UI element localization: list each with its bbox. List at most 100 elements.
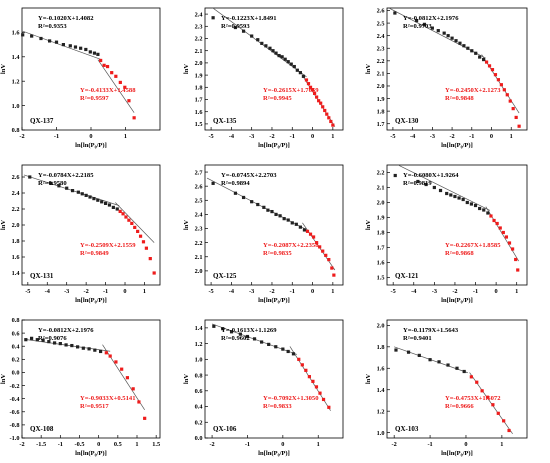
red-data-point — [321, 397, 326, 402]
x-tick-label: 0 — [464, 441, 467, 448]
black-data-point — [446, 34, 450, 38]
red-data-point — [315, 95, 319, 99]
black-data-point — [414, 18, 419, 23]
sample-label: QX-106 — [213, 425, 237, 433]
black-data-point — [422, 22, 427, 26]
black-fit-r2: R²=0.9602 — [221, 335, 250, 342]
black-data-point — [457, 196, 461, 200]
red-data-point — [310, 88, 315, 92]
x-axis-label: ln[ln(P₀/P)] — [258, 142, 290, 149]
x-tick-label: -2 — [392, 441, 397, 448]
red-data-point — [152, 271, 156, 275]
black-data-point — [436, 29, 440, 33]
red-fit-r2: R²=0.9945 — [263, 95, 292, 102]
sample-label: QX-131 — [30, 272, 54, 280]
red-fit-r2: R²=0.9835 — [263, 250, 292, 257]
x-tick-label: -5 — [391, 288, 396, 295]
sample-label: QX-108 — [30, 425, 54, 433]
x-tick-label: 1 — [143, 288, 146, 295]
red-data-point — [487, 64, 492, 68]
black-data-point — [41, 338, 45, 342]
y-tick-label: -1.0 — [10, 435, 20, 442]
black-data-point — [286, 60, 290, 64]
y-tick-label: 0.0 — [195, 435, 203, 442]
red-data-point — [120, 367, 124, 371]
y-tick-label: 2.2 — [12, 206, 20, 213]
red-data-point — [108, 354, 112, 358]
x-tick-label: 1 — [135, 441, 138, 448]
y-tick-label: 1.8 — [195, 85, 203, 92]
black-data-point — [294, 222, 298, 226]
red-data-point — [514, 115, 518, 120]
x-tick-label: 1.5 — [152, 441, 160, 448]
red-data-point — [307, 375, 311, 379]
red-data-point — [317, 99, 321, 103]
red-fit-r2: R²=0.9868 — [445, 250, 474, 257]
x-tick-label: -1 — [290, 133, 295, 140]
x-tick-label: 0 — [281, 441, 284, 448]
black-data-point — [291, 352, 296, 356]
black-fit-equation: Y=-0.1613X+1.1269 — [221, 327, 277, 334]
y-tick-label: 2.3 — [195, 226, 203, 233]
plot-frame — [204, 319, 344, 439]
black-data-point — [245, 334, 250, 339]
black-data-point — [76, 190, 80, 194]
red-data-point — [511, 107, 515, 111]
black-data-point — [301, 74, 306, 78]
x-tick-label: 1 — [331, 288, 334, 295]
red-data-point — [127, 218, 131, 222]
x-axis-label: ln[ln(P₀/P)] — [441, 142, 473, 149]
black-data-point — [84, 193, 88, 197]
black-data-point — [445, 191, 449, 196]
black-data-point — [24, 338, 28, 342]
red-data-point — [311, 379, 315, 383]
y-tick-label: 0.8 — [12, 127, 20, 134]
black-data-point — [88, 50, 92, 54]
black-data-point — [486, 211, 490, 215]
y-tick-label: 1.4 — [195, 325, 204, 332]
black-data-point — [298, 71, 302, 75]
red-data-point — [504, 235, 509, 239]
black-data-point — [39, 36, 43, 41]
black-data-point — [100, 200, 104, 204]
black-data-point — [111, 205, 115, 209]
red-data-point — [329, 119, 333, 124]
black-data-point — [233, 25, 238, 30]
y-tick-label: 2.6 — [195, 183, 203, 190]
black-data-point — [450, 36, 454, 40]
black-data-point — [81, 346, 85, 350]
black-data-point — [474, 51, 478, 55]
red-data-point — [118, 209, 122, 213]
black-data-point — [96, 198, 100, 202]
y-tick-label: 2.4 — [195, 212, 204, 219]
black-data-point — [453, 194, 457, 199]
sample-label: QX-137 — [30, 117, 54, 125]
red-fit-line — [97, 59, 135, 113]
y-tick-label: 2.4 — [12, 190, 21, 197]
y-tick-label: -0.8 — [10, 422, 20, 429]
x-tick-label: -5 — [208, 288, 213, 295]
black-data-point — [79, 46, 83, 50]
x-tick-label: -5 — [208, 133, 213, 140]
red-data-point — [148, 257, 152, 261]
red-data-point — [505, 93, 509, 97]
y-axis-label: lnV — [0, 374, 7, 384]
black-data-point — [229, 330, 234, 334]
black-data-point — [250, 34, 254, 38]
sample-label: QX-103 — [395, 425, 419, 433]
y-tick-label: 0.6 — [195, 388, 203, 395]
black-fit-equation: Y=-0.1223X+1.8491 — [221, 15, 277, 22]
y-tick-label: 1.2 — [195, 341, 203, 348]
y-tick-label: -0.4 — [10, 396, 21, 403]
red-data-point — [496, 78, 501, 82]
red-data-point — [136, 229, 140, 233]
x-tick-label: -5 — [25, 288, 30, 295]
red-data-point — [300, 363, 304, 367]
y-tick-label: 0.8 — [195, 372, 203, 379]
y-tick-label: 1.6 — [377, 260, 385, 267]
black-fit-equation: Y=-0.0784X+2.2185 — [38, 172, 94, 179]
red-fit-equation: Y=-0.4753X+1.6072 — [445, 395, 501, 402]
black-fit-line — [397, 165, 491, 211]
x-tick-label: -2 — [269, 288, 274, 295]
black-data-point — [250, 200, 254, 204]
